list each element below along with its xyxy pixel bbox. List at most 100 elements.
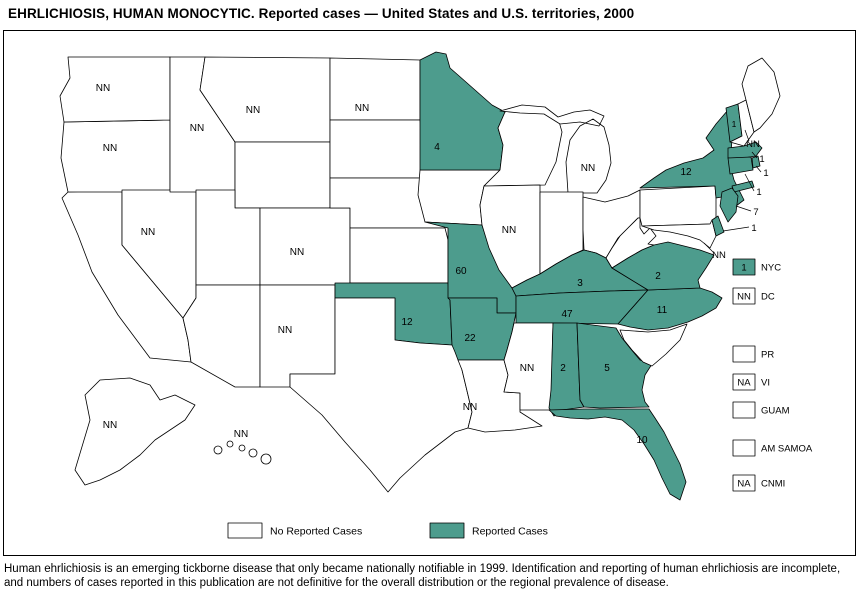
callout-value-nj: 7: [753, 207, 758, 218]
territory-pr: PR: [732, 345, 774, 363]
territory-value-cnmi: NA: [737, 479, 751, 490]
state-label-mt: NN: [246, 105, 260, 116]
state-label-al: 2: [560, 363, 566, 374]
territory-box-cnmi: [732, 474, 756, 492]
territory-value-dc: NN: [737, 292, 751, 303]
state-label-la: NN: [463, 402, 477, 413]
callout-leader-ri: [755, 165, 762, 173]
state-nd: [329, 57, 421, 121]
territory-name-cnmi: CNMI: [761, 479, 785, 490]
territory-guam: GUAM: [732, 401, 790, 419]
territory-box-vi: [732, 373, 756, 391]
state-label-il: NN: [502, 225, 516, 236]
state-label-mn: 4: [434, 142, 440, 153]
state-label-id: NN: [190, 123, 204, 134]
state-ga: [576, 322, 653, 409]
territory-cnmi: NA CNMI: [732, 474, 785, 492]
callout-value-ri: 1: [763, 168, 768, 179]
territory-value-vi: NA: [737, 378, 751, 389]
state-label-tn: 47: [561, 309, 573, 320]
territory-value-nyc: 1: [741, 263, 746, 274]
state-label-nd: NN: [355, 103, 369, 114]
callout-leader-de: [722, 226, 750, 232]
legend: No Reported Cases Reported Cases: [227, 522, 548, 539]
callout-leader-nh: [744, 129, 750, 142]
callout-value-de: 1: [751, 223, 756, 234]
callout-leader-md: [703, 242, 714, 253]
state-label-vt: 1: [732, 119, 737, 129]
state-mn: [419, 51, 506, 171]
territory-dc: NN DC: [732, 287, 775, 305]
state-label-nv: NN: [141, 227, 155, 238]
territory-box-pr: [732, 345, 756, 363]
callout-value-ma: 1: [759, 154, 764, 165]
state-label-or: NN: [103, 143, 117, 154]
map-panel: NN NN NN NN NN NN NN NN 12 4 60 22 NN NN…: [3, 30, 856, 556]
territory-am-samoa: AM SAMOA: [732, 439, 813, 457]
state-label-mi: NN: [581, 163, 595, 174]
state-label-ky: 3: [577, 278, 583, 289]
us-map: NN NN NN NN NN NN NN NN 12 4 60 22 NN NN…: [59, 51, 813, 539]
territory-nyc: 1 NYC: [732, 258, 781, 276]
figure-title: EHRLICHIOSIS, HUMAN MONOCYTIC. Reported …: [8, 6, 635, 21]
state-hi: [213, 440, 272, 465]
state-az: [182, 284, 261, 388]
state-nm: [259, 284, 336, 388]
callout-leader-nj: [735, 205, 752, 212]
state-label-ny: 12: [680, 167, 692, 178]
territory-name-vi: VI: [761, 378, 770, 389]
state-ct: [727, 156, 754, 175]
state-label-hi: NN: [234, 429, 248, 440]
legend-swatch-reported: [429, 522, 465, 539]
callout-leader-ma: [751, 151, 758, 159]
territory-vi: NA VI: [732, 373, 770, 391]
territory-name-dc: DC: [761, 292, 775, 303]
territory-box-am-samoa: [732, 439, 756, 457]
state-nj: [719, 187, 739, 223]
state-fl: [548, 408, 687, 501]
legend-label-reported: Reported Cases: [472, 526, 548, 538]
state-sc: [619, 323, 688, 367]
state-pa: [639, 185, 717, 227]
territory-box-nyc: [732, 258, 756, 276]
territory-name-am-samoa: AM SAMOA: [761, 444, 813, 455]
legend-label-no-cases: No Reported Cases: [270, 526, 362, 538]
figure-footnote: Human ehrlichiosis is an emerging tickbo…: [4, 563, 841, 590]
state-label-wa: NN: [96, 83, 110, 94]
callout-leader-ct: [744, 173, 755, 192]
state-va: [611, 241, 715, 291]
state-label-co: NN: [290, 247, 304, 258]
state-label-va: 2: [655, 271, 661, 282]
state-label-ms: NN: [520, 363, 534, 374]
state-me: [741, 57, 781, 133]
state-or: [60, 119, 171, 193]
state-label-nm: NN: [278, 325, 292, 336]
territory-name-guam: GUAM: [761, 406, 790, 417]
state-de: [711, 215, 725, 237]
territory-box-dc: [732, 287, 756, 305]
territory-name-pr: PR: [761, 350, 774, 361]
state-ks: [349, 227, 449, 284]
state-sd: [329, 119, 425, 179]
territory-box-guam: [732, 401, 756, 419]
state-wa: [59, 56, 171, 123]
state-ak: [74, 377, 196, 486]
callout-value-ct: 1: [756, 187, 761, 198]
state-co: [259, 207, 351, 286]
state-mi: [499, 104, 612, 194]
state-label-fl: 10: [636, 435, 648, 446]
state-wy: [234, 141, 331, 209]
state-label-ar: 22: [464, 333, 476, 344]
territory-name-nyc: NYC: [761, 263, 781, 274]
state-label-nc: 11: [657, 305, 668, 316]
legend-swatch-no-cases: [227, 522, 263, 539]
state-label-ok: 12: [401, 317, 413, 328]
callout-value-md: NN: [712, 250, 726, 261]
state-tx: [289, 297, 473, 493]
callout-value-nh: NN: [746, 139, 760, 150]
state-label-ak: NN: [103, 420, 117, 431]
state-nc: [617, 287, 723, 331]
state-label-mo: 60: [455, 266, 467, 277]
state-label-ga: 5: [604, 363, 610, 374]
